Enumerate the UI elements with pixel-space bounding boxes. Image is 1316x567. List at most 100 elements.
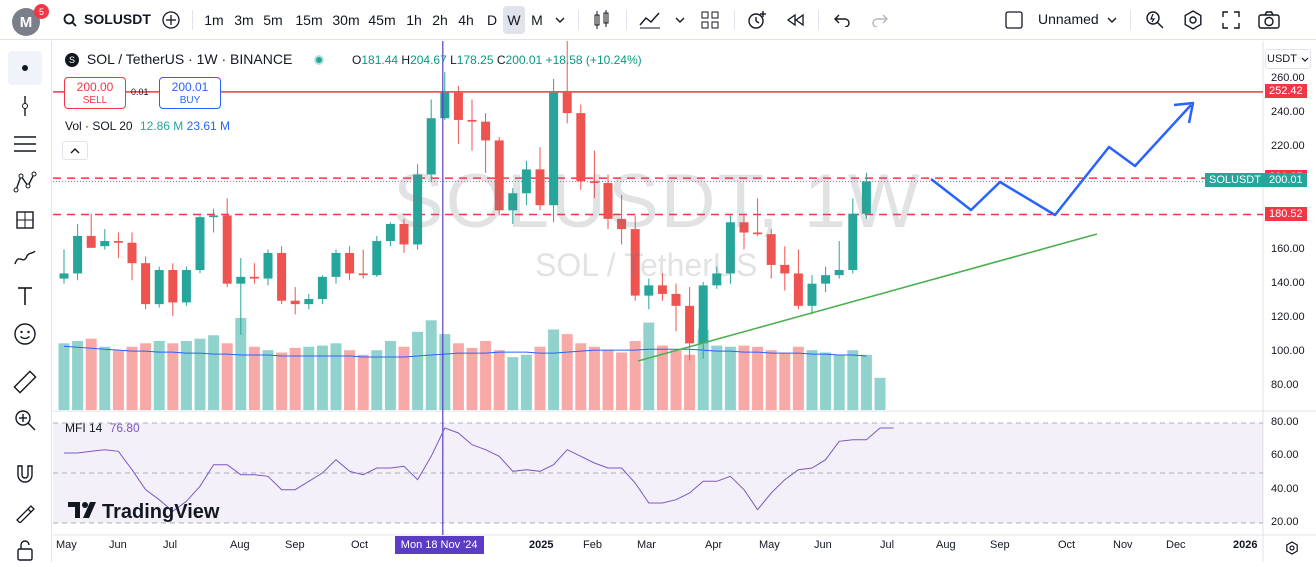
price-tick: 220.00 — [1271, 140, 1305, 153]
candle-body — [671, 293, 681, 306]
chart-settings-button[interactable] — [1281, 539, 1303, 557]
lock-drawings-icon[interactable] — [8, 495, 42, 529]
time-tick: Oct — [351, 539, 369, 551]
candle-body — [698, 285, 708, 344]
interval-30m[interactable]: 30m — [332, 12, 360, 28]
volume-bar — [534, 346, 546, 410]
zoom-in-icon[interactable] — [8, 403, 42, 437]
mfi-legend[interactable]: MFI 14 76.80 — [65, 421, 140, 435]
tradingview-wordmark: TradingView — [102, 501, 220, 523]
tradingview-logo[interactable]: TradingView — [68, 501, 219, 524]
symbol-search[interactable]: SOLUSDT — [84, 11, 151, 27]
camera-icon[interactable] — [1256, 6, 1282, 34]
interval-w[interactable]: W — [503, 6, 525, 34]
settings-icon[interactable] — [1180, 6, 1206, 34]
cursor-dot-icon[interactable] — [8, 51, 42, 85]
volume-bar — [588, 346, 600, 410]
candle-body — [290, 300, 300, 305]
chart-area[interactable]: SOLUSDT, 1W SOL / TetherUS S SOL / Tethe… — [53, 41, 1316, 562]
interval-1h[interactable]: 1h — [406, 12, 422, 28]
ruler-icon[interactable] — [8, 365, 42, 399]
volume-bar — [208, 335, 220, 410]
pattern-icon[interactable] — [8, 165, 42, 199]
candle-body — [535, 169, 545, 206]
brush-icon[interactable] — [8, 241, 42, 275]
quick-search-icon[interactable] — [1142, 6, 1168, 34]
volume-value-2: 23.61 M — [186, 119, 230, 133]
candle-body — [494, 140, 504, 211]
time-tick: Oct — [1058, 539, 1076, 551]
collapse-legend-button[interactable] — [62, 141, 88, 160]
price-tick: 80.00 — [1271, 379, 1299, 391]
chart-canvas[interactable] — [53, 41, 1316, 562]
symbol-legend[interactable]: S SOL / TetherUS · 1W · BINANCE — [65, 51, 325, 68]
fullscreen-icon[interactable] — [1218, 6, 1244, 34]
volume-bar — [262, 350, 274, 410]
ohlc-low: 178.25 — [456, 53, 494, 67]
candles-icon[interactable] — [590, 6, 614, 34]
lock-icon[interactable] — [8, 533, 42, 567]
layouts-icon[interactable] — [698, 6, 722, 34]
interval-15m[interactable]: 15m — [295, 12, 323, 28]
layout-checkbox-icon[interactable] — [1004, 6, 1024, 34]
candle-body — [209, 215, 219, 218]
time-tick: Apr — [705, 539, 723, 551]
buy-price: 200.01 — [171, 80, 209, 94]
ohlc-change: +18.58 (+10.24%) — [545, 53, 642, 67]
candle-body — [399, 223, 409, 245]
interval-m[interactable]: M — [531, 12, 543, 28]
interval-d[interactable]: D — [486, 12, 498, 28]
volume-legend[interactable]: Vol · SOL 20 12.86 M 23.61 M — [65, 119, 230, 133]
volume-bar — [507, 357, 519, 410]
undo-icon[interactable] — [830, 6, 854, 34]
chevron-down-icon[interactable] — [552, 6, 568, 34]
buy-label: BUY — [179, 95, 201, 106]
volume-bar — [425, 320, 437, 410]
volume-bar — [330, 343, 342, 410]
candle-body — [345, 252, 355, 274]
volume-bar — [602, 350, 614, 410]
compare-add-icon[interactable] — [158, 6, 184, 34]
time-tick: 2026 — [1233, 539, 1258, 551]
redo-icon[interactable] — [868, 6, 892, 34]
currency-selector[interactable]: USDT — [1265, 49, 1311, 69]
interval-45m[interactable]: 45m — [368, 12, 396, 28]
measure-box-icon[interactable] — [8, 203, 42, 237]
interval-5m[interactable]: 5m — [263, 12, 283, 28]
candle-body — [821, 275, 831, 284]
text-icon[interactable] — [8, 279, 42, 313]
chevron-down-icon[interactable] — [1104, 6, 1120, 34]
candle-body — [481, 121, 491, 141]
volume-bar — [466, 347, 478, 410]
candle-body — [168, 270, 178, 303]
price-tag: 180.52 — [1265, 206, 1307, 221]
indicators-icon[interactable] — [638, 6, 662, 34]
volume-bar — [167, 343, 179, 410]
interval-3m[interactable]: 3m — [234, 12, 254, 28]
replay-icon[interactable] — [782, 6, 808, 34]
buy-button[interactable]: 200.01 BUY — [159, 77, 221, 109]
time-tick: Sep — [285, 539, 305, 551]
interval-4h[interactable]: 4h — [458, 12, 474, 28]
crosshair-line-icon[interactable] — [8, 89, 42, 123]
volume-bar — [697, 329, 709, 410]
horizontal-lines-icon[interactable] — [8, 127, 42, 161]
interval-2h[interactable]: 2h — [432, 12, 448, 28]
alert-icon[interactable] — [744, 6, 770, 34]
mfi-tick: 40.00 — [1271, 482, 1299, 495]
sell-button[interactable]: 200.00 SELL — [64, 77, 126, 109]
candle-body — [780, 264, 790, 274]
sell-label: SELL — [82, 95, 108, 106]
search-icon[interactable] — [62, 6, 78, 34]
time-tick: Jun — [814, 539, 832, 551]
time-tick: Aug — [230, 539, 250, 551]
time-tick: Jun — [109, 539, 127, 551]
magnet-icon[interactable] — [8, 457, 42, 491]
volume-bar — [711, 345, 723, 410]
layout-name[interactable]: Unnamed — [1038, 11, 1099, 27]
emoji-icon[interactable] — [8, 317, 42, 351]
chevron-down-icon[interactable] — [672, 6, 688, 34]
candle-body — [317, 276, 327, 300]
candle-body — [508, 193, 518, 211]
interval-1m[interactable]: 1m — [204, 12, 224, 28]
